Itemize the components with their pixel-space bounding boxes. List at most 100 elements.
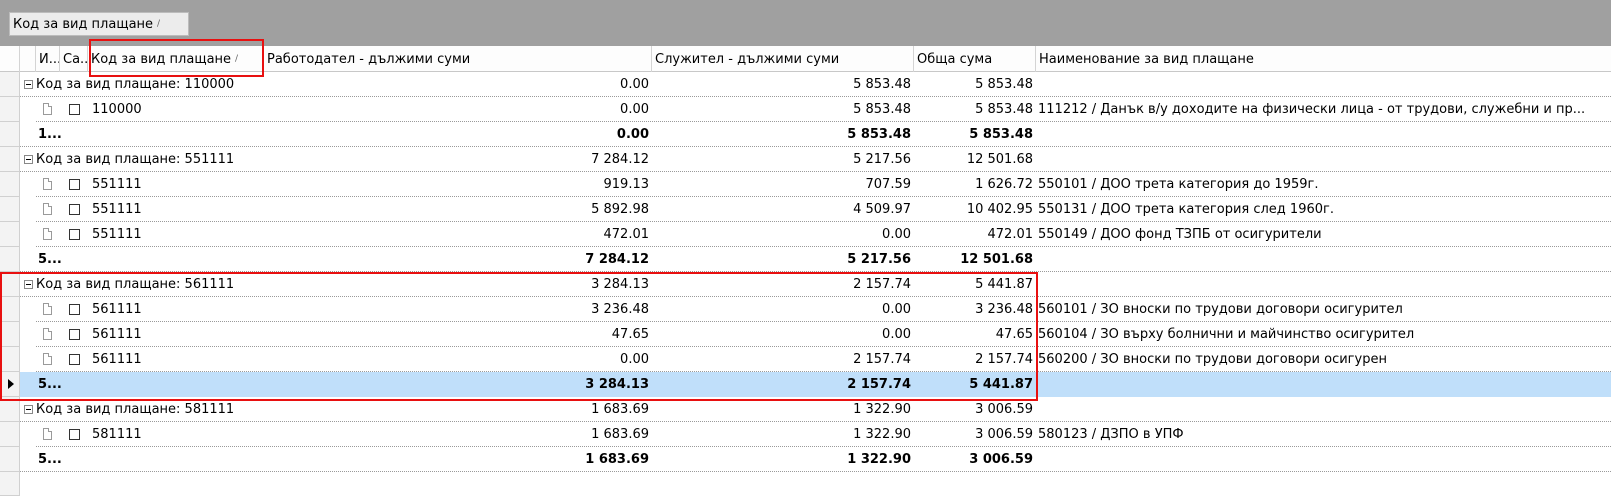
row-indicator[interactable]	[0, 422, 20, 447]
cell-payment-name[interactable]: 560101 / ЗО вноски по трудови договори о…	[1038, 302, 1403, 317]
group-row-label: Код за вид плащане: 110000	[36, 77, 235, 92]
group-row[interactable]: Код за вид плащане: 581111 1 683.69 1 32…	[0, 397, 1611, 422]
cell-payment-code[interactable]: 561111	[92, 352, 142, 367]
cell-payment-name[interactable]: 111212 / Данък в/у доходите на физически…	[1038, 102, 1586, 117]
cell-payment-name[interactable]: 550101 / ДОО трета категория до 1959г.	[1038, 177, 1319, 192]
row-checkbox[interactable]	[69, 329, 80, 340]
column-header-i[interactable]: И...	[36, 46, 60, 72]
cell-employer-due[interactable]: 1 683.69	[591, 427, 649, 442]
cell-payment-code[interactable]: 551111	[92, 202, 142, 217]
cell-employer-due[interactable]: 0.00	[620, 102, 649, 117]
cell-payment-code[interactable]: 551111	[92, 177, 142, 192]
cell-total[interactable]: 3 236.48	[975, 302, 1033, 317]
group-row[interactable]: Код за вид плащане: 551111 7 284.12 5 21…	[0, 147, 1611, 172]
cell-employer-due[interactable]: 472.01	[603, 227, 650, 242]
cell-employee-due[interactable]: 0.00	[882, 302, 911, 317]
column-header-sa[interactable]: Са...	[60, 46, 88, 72]
column-header-payment-code-label: Код за вид плащане	[91, 51, 232, 67]
row-indicator[interactable]	[0, 447, 20, 472]
row-checkbox[interactable]	[69, 429, 80, 440]
cell-payment-name[interactable]: 580123 / ДЗПО в УПФ	[1038, 427, 1184, 442]
group-row[interactable]: Код за вид плащане: 561111 3 284.13 2 15…	[0, 272, 1611, 297]
cell-employer-due[interactable]: 919.13	[603, 177, 650, 192]
table-row[interactable]: 561111 3 236.48 0.00 3 236.48 560101 / З…	[0, 297, 1611, 322]
cell-employee-due[interactable]: 0.00	[882, 327, 911, 342]
cell-payment-name[interactable]: 560200 / ЗО вноски по трудови договори о…	[1038, 352, 1387, 367]
row-checkbox[interactable]	[69, 204, 80, 215]
cell-employer-due[interactable]: 47.65	[611, 327, 649, 342]
cell-payment-name[interactable]: 550149 / ДОО фонд ТЗПБ от осигурители	[1038, 227, 1322, 242]
cell-payment-code[interactable]: 551111	[92, 227, 142, 242]
group-summary-row-selected[interactable]: 5... 3 284.13 2 157.74 5 441.87	[0, 372, 1611, 397]
table-row[interactable]: 110000 0.00 5 853.48 5 853.48 111212 / Д…	[0, 97, 1611, 122]
cell-employee-due[interactable]: 0.00	[882, 227, 911, 242]
cell-total[interactable]: 2 157.74	[975, 352, 1033, 367]
column-header-employee-due[interactable]: Служител - дължими суми	[652, 46, 914, 72]
cell-employer-due[interactable]: 0.00	[620, 352, 649, 367]
cell-employee-due[interactable]: 1 322.90	[853, 427, 911, 442]
group-summary-row[interactable]: 1... 0.00 5 853.48 5 853.48	[0, 122, 1611, 147]
cell-employer-due[interactable]: 5 892.98	[591, 202, 649, 217]
table-row[interactable]: 561111 0.00 2 157.74 2 157.74 560200 / З…	[0, 347, 1611, 372]
row-indicator[interactable]	[0, 297, 20, 322]
collapse-icon[interactable]	[24, 155, 33, 164]
table-row[interactable]: 581111 1 683.69 1 322.90 3 006.59 580123…	[0, 422, 1611, 447]
table-row[interactable]: 551111 5 892.98 4 509.97 10 402.95 55013…	[0, 197, 1611, 222]
collapse-icon[interactable]	[24, 80, 33, 89]
cell-total[interactable]: 5 853.48	[975, 102, 1033, 117]
row-checkbox[interactable]	[69, 104, 80, 115]
cell-total[interactable]: 1 626.72	[975, 177, 1033, 192]
group-row[interactable]: Код за вид плащане: 110000 0.00 5 853.48…	[0, 72, 1611, 97]
row-checkbox[interactable]	[69, 354, 80, 365]
group-row-label: Код за вид плащане: 551111	[36, 152, 235, 167]
row-indicator[interactable]	[0, 172, 20, 197]
cell-total[interactable]: 10 402.95	[966, 202, 1033, 217]
group-summary-row[interactable]: 5... 1 683.69 1 322.90 3 006.59	[0, 447, 1611, 472]
collapse-icon[interactable]	[24, 280, 33, 289]
row-indicator[interactable]	[0, 122, 20, 147]
row-indicator[interactable]	[0, 347, 20, 372]
row-checkbox[interactable]	[69, 179, 80, 190]
group-by-chip-payment-code[interactable]: Код за вид плащане /	[9, 12, 189, 36]
group-summary-row[interactable]: 5... 7 284.12 5 217.56 12 501.68	[0, 247, 1611, 272]
cell-total[interactable]: 3 006.59	[975, 427, 1033, 442]
row-indicator[interactable]	[0, 197, 20, 222]
table-row[interactable]: 551111 919.13 707.59 1 626.72 550101 / Д…	[0, 172, 1611, 197]
cell-payment-code[interactable]: 561111	[92, 327, 142, 342]
row-indicator[interactable]	[0, 222, 20, 247]
document-icon	[43, 103, 52, 115]
cell-employee-due[interactable]: 2 157.74	[853, 352, 911, 367]
cell-payment-name[interactable]: 560104 / ЗО върху болнични и майчинство …	[1038, 327, 1415, 342]
row-checkbox[interactable]	[69, 229, 80, 240]
group-total: 12 501.68	[966, 152, 1033, 167]
cell-payment-code[interactable]: 581111	[92, 427, 142, 442]
column-header-payment-name[interactable]: Наименование за вид плащане	[1039, 51, 1254, 67]
current-row-arrow-icon[interactable]	[0, 372, 20, 397]
collapse-icon[interactable]	[24, 405, 33, 414]
table-row[interactable]: 551111 472.01 0.00 472.01 550149 / ДОО ф…	[0, 222, 1611, 247]
cell-payment-code[interactable]: 561111	[92, 302, 142, 317]
cell-total[interactable]: 472.01	[987, 227, 1034, 242]
group-employee-due: 1 322.90	[853, 402, 911, 417]
row-indicator[interactable]	[0, 247, 20, 272]
row-checkbox[interactable]	[69, 304, 80, 315]
column-header-total[interactable]: Обща сума	[914, 46, 1036, 72]
column-header-employer-due[interactable]: Работодател - дължими суми	[264, 46, 652, 72]
row-indicator[interactable]	[0, 322, 20, 347]
cell-employer-due[interactable]: 3 236.48	[591, 302, 649, 317]
row-indicator[interactable]	[0, 397, 20, 422]
row-indicator[interactable]	[0, 147, 20, 172]
table-row[interactable]: 561111 47.65 0.00 47.65 560104 / ЗО върх…	[0, 322, 1611, 347]
header-spacer	[20, 46, 36, 72]
sort-ascending-icon: /	[235, 54, 239, 64]
cell-total[interactable]: 47.65	[995, 327, 1033, 342]
cell-employee-due[interactable]: 707.59	[865, 177, 912, 192]
row-indicator[interactable]	[0, 272, 20, 297]
cell-payment-name[interactable]: 550131 / ДОО трета категория след 1960г.	[1038, 202, 1334, 217]
row-indicator[interactable]	[0, 97, 20, 122]
column-header-payment-code[interactable]: Код за вид плащане /	[88, 46, 264, 72]
cell-employee-due[interactable]: 4 509.97	[853, 202, 911, 217]
cell-employee-due[interactable]: 5 853.48	[853, 102, 911, 117]
cell-payment-code[interactable]: 110000	[92, 102, 142, 117]
row-indicator[interactable]	[0, 72, 20, 97]
